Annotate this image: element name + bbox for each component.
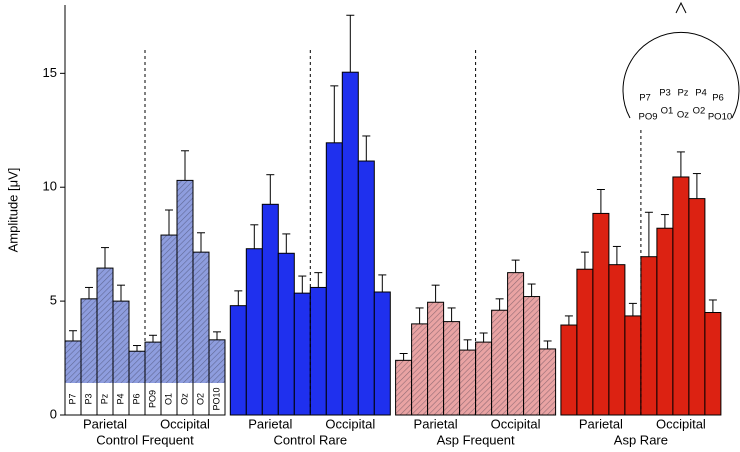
head-electrode-label: PO9 — [638, 112, 657, 123]
bar — [192, 251, 210, 416]
bar — [507, 272, 525, 416]
electrode-label: PO10 — [211, 387, 221, 410]
electrode-label: P4 — [115, 393, 125, 404]
head-electrode-label: PO10 — [708, 112, 732, 123]
region-label: Parietal — [248, 416, 292, 431]
head-electrode-label: O1 — [661, 106, 674, 117]
electrode-label: O1 — [163, 393, 173, 405]
bar — [672, 176, 690, 416]
region-label: Occipital — [160, 416, 210, 431]
bar — [411, 323, 429, 416]
bar — [624, 315, 642, 416]
bar — [373, 291, 391, 416]
y-tick-label: 15 — [43, 65, 57, 80]
region-label: Parietal — [83, 416, 127, 431]
bar — [261, 203, 279, 416]
legend-label: Control Frequent — [96, 432, 194, 447]
bar — [576, 268, 594, 416]
bar — [560, 324, 578, 416]
head-electrode-label: Oz — [677, 110, 689, 121]
bar — [395, 359, 413, 416]
y-tick-label: 0 — [50, 406, 57, 421]
electrode-label: Pz — [99, 393, 109, 404]
bar — [475, 341, 493, 416]
head-electrode-label: Pz — [677, 88, 688, 99]
bar — [688, 198, 706, 416]
region-label: Parietal — [414, 416, 458, 431]
bar — [309, 286, 327, 416]
bar — [443, 321, 461, 416]
head-inset — [622, 1, 740, 119]
head-electrode-label: P4 — [695, 88, 707, 99]
label-box — [161, 383, 177, 415]
label-box — [97, 383, 113, 415]
bar — [176, 179, 194, 416]
label-box — [193, 383, 209, 415]
bar — [293, 292, 311, 416]
electrode-label: P3 — [83, 393, 93, 404]
bar — [491, 309, 509, 416]
bar — [229, 305, 247, 416]
electrode-label: Oz — [179, 393, 189, 405]
bar — [245, 248, 263, 416]
label-box — [145, 383, 161, 415]
bar — [277, 252, 295, 416]
bar — [357, 160, 375, 416]
bar — [704, 312, 722, 416]
electrode-label: O2 — [195, 393, 205, 405]
label-box — [209, 383, 225, 415]
head-electrode-label: P3 — [659, 88, 671, 99]
bar — [640, 256, 658, 416]
legend-label: Control Rare — [273, 432, 347, 447]
electrode-label: PO9 — [147, 390, 157, 408]
bar — [325, 142, 343, 416]
y-axis-label: Amplitude [μV] — [5, 168, 20, 253]
label-box — [113, 383, 129, 415]
head-electrode-label: P7 — [639, 93, 651, 104]
bar — [592, 212, 610, 416]
region-label: Occipital — [325, 416, 375, 431]
region-label: Parietal — [579, 416, 623, 431]
head-nose — [675, 1, 687, 14]
bar — [656, 227, 674, 416]
legend-label: Asp Rare — [614, 432, 668, 447]
bar — [459, 349, 477, 416]
electrode-label: P6 — [131, 393, 141, 404]
label-box — [65, 383, 81, 415]
y-tick-label: 10 — [43, 179, 57, 194]
bar — [539, 348, 557, 416]
head-electrode-label: P6 — [712, 93, 724, 104]
region-label: Occipital — [491, 416, 541, 431]
y-tick-label: 5 — [50, 293, 57, 308]
electrode-label: P7 — [67, 393, 77, 404]
label-box — [129, 383, 145, 415]
head-electrode-label: O2 — [693, 106, 706, 117]
bar — [427, 301, 445, 416]
label-box — [177, 383, 193, 415]
bar — [523, 296, 541, 416]
head-outline — [622, 31, 740, 119]
bar — [341, 71, 359, 416]
bar — [608, 264, 626, 416]
legend-label: Asp Frequent — [437, 432, 515, 447]
label-box — [81, 383, 97, 415]
region-label: Occipital — [656, 416, 706, 431]
